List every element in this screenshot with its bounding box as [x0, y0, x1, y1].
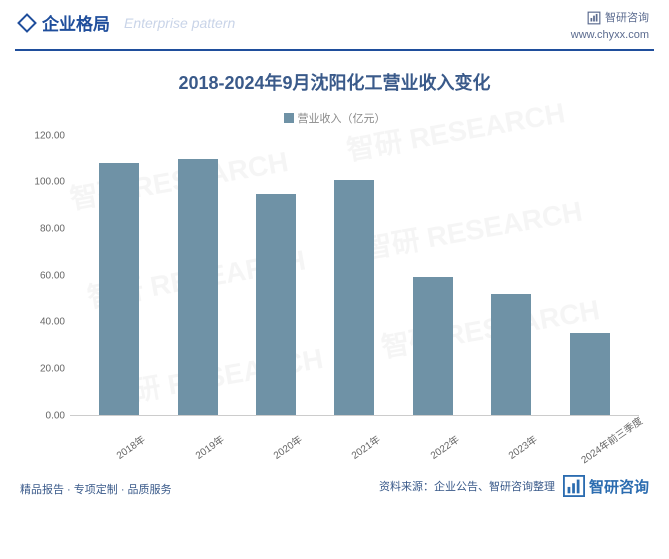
footer-brand: 智研咨询: [563, 475, 649, 497]
header-left: 企业格局 Enterprise pattern: [20, 10, 235, 35]
brand-name: 智研咨询: [605, 10, 649, 27]
x-tick-label: 2020年: [263, 431, 304, 466]
plot-area: [70, 136, 639, 416]
y-tick-label: 120.00: [34, 130, 65, 141]
footer-right: 资料来源：企业公告、智研咨询整理 智研咨询: [379, 475, 649, 497]
x-tick-label: 2023年: [499, 431, 540, 466]
y-tick-label: 100.00: [34, 177, 65, 188]
header-title-en: Enterprise pattern: [124, 15, 235, 31]
x-tick-label: 2021年: [342, 431, 383, 466]
bar: [256, 194, 296, 415]
brand-row: 智研咨询: [571, 10, 649, 27]
header: 企业格局 Enterprise pattern 智研咨询 www.chyxx.c…: [0, 0, 669, 49]
x-axis-labels: 2018年2019年2020年2021年2022年2023年2024年前三季度: [70, 431, 639, 446]
source-value: 企业公告、智研咨询整理: [434, 481, 555, 493]
brand-url: www.chyxx.com: [571, 27, 649, 44]
y-tick-label: 60.00: [40, 270, 65, 281]
chart-title: 2018-2024年9月沈阳化工营业收入变化: [20, 69, 649, 95]
header-title-cn: 企业格局: [42, 10, 110, 35]
y-tick-label: 20.00: [40, 363, 65, 374]
chart-legend: 营业收入（亿元）: [20, 110, 649, 126]
chart-area: 0.0020.0040.0060.0080.00100.00120.00: [70, 136, 639, 416]
header-divider: [15, 49, 654, 51]
header-right: 智研咨询 www.chyxx.com: [571, 10, 649, 43]
brand-logo-icon: [587, 11, 601, 25]
bar: [178, 159, 218, 415]
footer: 精品报告 · 专项定制 · 品质服务 资料来源：企业公告、智研咨询整理 智研咨询: [0, 475, 669, 497]
bar: [570, 333, 610, 414]
x-tick-label: 2022年: [420, 431, 461, 466]
source-label: 资料来源：: [379, 481, 434, 493]
y-axis: 0.0020.0040.0060.0080.00100.00120.00: [20, 136, 70, 416]
chart-container: 2018-2024年9月沈阳化工营业收入变化 营业收入（亿元） 0.0020.0…: [0, 61, 669, 446]
legend-swatch: [284, 113, 294, 123]
bar: [491, 294, 531, 415]
x-tick-label: 2024年前三季度: [577, 431, 618, 466]
legend-label: 营业收入（亿元）: [298, 110, 386, 126]
bars-group: [70, 136, 639, 415]
diamond-icon: [17, 13, 37, 33]
y-tick-label: 80.00: [40, 223, 65, 234]
footer-brand-logo-icon: [563, 475, 585, 497]
x-tick-label: 2019年: [185, 431, 226, 466]
x-tick-label: 2018年: [106, 431, 147, 466]
footer-brand-name: 智研咨询: [589, 476, 649, 497]
y-tick-label: 0.00: [46, 410, 65, 421]
footer-left: 精品报告 · 专项定制 · 品质服务: [20, 481, 172, 497]
y-tick-label: 40.00: [40, 317, 65, 328]
bar: [99, 163, 139, 414]
bar: [334, 180, 374, 415]
source-text: 资料来源：企业公告、智研咨询整理: [379, 478, 555, 494]
bar: [413, 277, 453, 414]
